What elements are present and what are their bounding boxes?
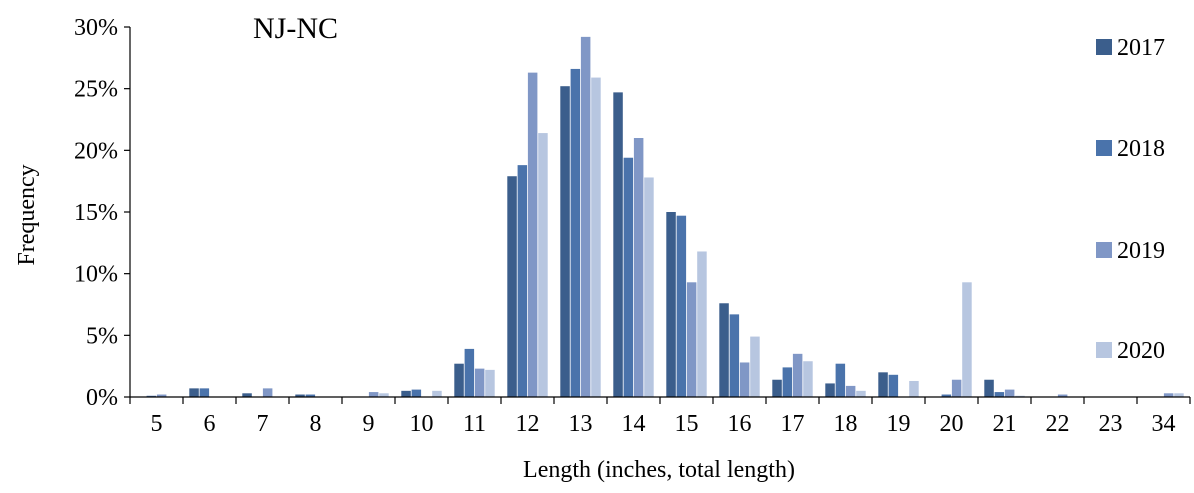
bar-2018-21 <box>995 392 1005 397</box>
legend-label-2020: 2020 <box>1117 338 1165 364</box>
bar-2019-12 <box>528 73 538 397</box>
chart-title: NJ-NC <box>253 12 338 45</box>
bar-2019-7 <box>263 388 273 397</box>
legend-label-2017: 2017 <box>1117 35 1165 61</box>
bar-2020-10 <box>432 391 442 397</box>
bar-2019-18 <box>846 386 856 397</box>
bar-2017-6 <box>189 388 199 397</box>
bar-2018-15 <box>677 216 687 397</box>
bar-2018-19 <box>889 375 899 397</box>
y-tick-label: 0% <box>86 385 118 411</box>
plot-area <box>147 37 1184 397</box>
x-tick-label: 9 <box>363 411 375 437</box>
bar-2018-17 <box>783 367 793 397</box>
bar-2020-13 <box>591 78 601 397</box>
bar-2017-18 <box>825 383 835 397</box>
bar-2020-16 <box>750 337 760 397</box>
bar-2017-21 <box>984 380 994 397</box>
bar-2020-12 <box>538 133 548 397</box>
x-tick-label: 19 <box>887 411 911 437</box>
x-tick-label: 5 <box>151 411 163 437</box>
y-tick-label: 20% <box>74 138 118 164</box>
x-tick-label: 8 <box>310 411 322 437</box>
bar-2020-18 <box>856 391 866 397</box>
bar-2018-14 <box>624 158 634 397</box>
x-tick-label: 14 <box>622 411 646 437</box>
bar-2020-17 <box>803 361 813 397</box>
bar-2018-12 <box>518 165 528 397</box>
x-tick-label: 23 <box>1099 411 1123 437</box>
bar-2019-14 <box>634 138 644 397</box>
legend: 2017 2018 2019 2020 <box>1096 35 1165 364</box>
bar-2017-19 <box>878 372 888 397</box>
y-tick-label: 25% <box>74 77 118 103</box>
x-axis-title: Length (inches, total length) <box>523 457 795 483</box>
legend-label-2018: 2018 <box>1117 136 1165 162</box>
y-axis-title: Frequency <box>14 164 40 265</box>
legend-swatch-2017 <box>1096 39 1112 55</box>
y-tick-label: 30% <box>74 15 118 41</box>
bar-2017-13 <box>560 86 570 397</box>
y-tick-label: 5% <box>86 323 118 349</box>
legend-label-2019: 2019 <box>1117 238 1165 264</box>
bar-2018-6 <box>200 388 210 397</box>
x-tick-label: 10 <box>410 411 434 437</box>
bar-2019-21 <box>1005 390 1015 397</box>
x-tick-label: 11 <box>463 411 486 437</box>
x-tick-label: 22 <box>1046 411 1070 437</box>
x-tick-label: 18 <box>834 411 858 437</box>
bar-2020-14 <box>644 177 654 397</box>
bar-2018-10 <box>412 390 422 397</box>
y-tick-label: 15% <box>74 200 118 226</box>
bar-2018-16 <box>730 314 740 397</box>
bar-2019-16 <box>740 362 750 397</box>
bar-2017-12 <box>507 176 517 397</box>
x-tick-label: 20 <box>940 411 964 437</box>
bar-2019-11 <box>475 369 485 397</box>
bar-2020-20 <box>962 282 972 397</box>
bar-2020-19 <box>909 381 919 397</box>
bar-2018-18 <box>836 364 846 397</box>
bar-2019-15 <box>687 282 697 397</box>
bar-2019-9 <box>369 392 379 397</box>
x-tick-label: 21 <box>993 411 1017 437</box>
x-tick-label: 6 <box>204 411 216 437</box>
x-tick-label: 16 <box>728 411 752 437</box>
x-tick-label: 17 <box>781 411 805 437</box>
legend-swatch-2019 <box>1096 242 1112 258</box>
x-tick-label: 15 <box>675 411 699 437</box>
bar-2019-20 <box>952 380 962 397</box>
bar-2017-14 <box>613 92 623 397</box>
legend-swatch-2018 <box>1096 140 1112 156</box>
x-tick-label: 12 <box>516 411 540 437</box>
y-tick-label: 10% <box>74 262 118 288</box>
bar-2017-15 <box>666 212 676 397</box>
x-tick-label: 34 <box>1152 411 1176 437</box>
bar-2017-16 <box>719 303 729 397</box>
bar-2017-17 <box>772 380 782 397</box>
bar-2018-13 <box>571 69 581 397</box>
x-tick-label: 7 <box>257 411 269 437</box>
bar-2020-11 <box>485 370 495 397</box>
x-tick-label: 13 <box>569 411 593 437</box>
legend-swatch-2020 <box>1096 342 1112 358</box>
bar-2018-11 <box>465 349 475 397</box>
bar-2017-11 <box>454 364 464 397</box>
bar-2017-10 <box>401 391 411 397</box>
bar-2019-13 <box>581 37 591 397</box>
bar-2020-15 <box>697 251 707 397</box>
bar-2019-17 <box>793 354 803 397</box>
